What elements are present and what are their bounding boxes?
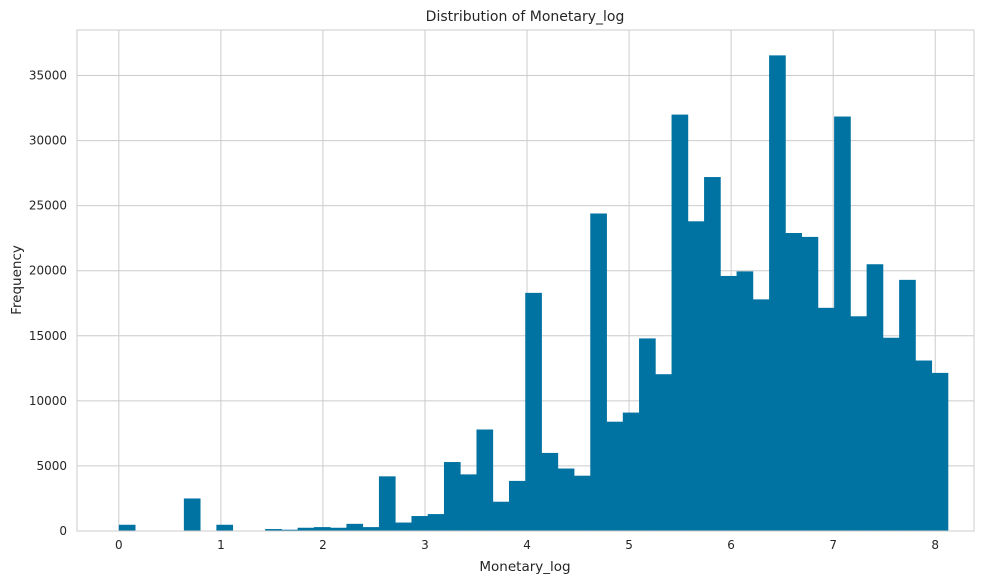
histogram-bar <box>931 372 949 531</box>
histogram-bar <box>118 524 136 531</box>
histogram-bar <box>687 221 705 532</box>
histogram-bar <box>622 412 640 531</box>
histogram-bar <box>216 524 234 531</box>
plot-frame <box>76 29 975 532</box>
histogram-bar <box>850 316 868 531</box>
y-tick-label: 30000 <box>29 134 67 148</box>
histogram-bar <box>330 527 347 531</box>
histogram-bar <box>265 529 282 531</box>
histogram-bar <box>557 468 575 531</box>
histogram-bar <box>541 452 559 531</box>
x-tick-label: 2 <box>319 538 327 552</box>
histogram-bar <box>362 527 380 531</box>
y-tick-label: 20000 <box>29 264 67 278</box>
histogram-bar <box>736 271 754 531</box>
histogram-bar <box>769 55 786 531</box>
y-tick-label: 5000 <box>36 459 67 473</box>
histogram-bar <box>915 360 933 531</box>
y-axis-label: Frequency <box>9 245 25 315</box>
histogram-bar <box>183 498 201 531</box>
histogram-bar <box>508 480 526 531</box>
x-axis-label: Monetary_log <box>479 559 570 575</box>
histogram-bar <box>281 529 299 531</box>
histogram-bar <box>671 114 689 532</box>
histogram-bar <box>476 429 494 531</box>
x-tick-labels: 0 1 2 3 4 5 6 7 8 <box>115 538 939 552</box>
histogram-bar <box>720 275 737 531</box>
histogram-bar <box>704 177 721 531</box>
histogram-bar <box>639 338 656 531</box>
histogram-bar <box>866 264 884 531</box>
histogram-bar <box>801 236 819 531</box>
x-tick-label: 8 <box>931 538 939 552</box>
histogram-bar <box>882 337 900 531</box>
histogram-bar <box>313 527 331 531</box>
histogram-bar <box>574 475 591 531</box>
histogram-bar <box>297 527 315 531</box>
y-tick-labels: 0 5000 10000 15000 20000 25000 30000 35000 <box>29 69 67 538</box>
y-tick-label: 25000 <box>29 199 67 213</box>
chart-title: Distribution of Monetary_log <box>426 9 625 25</box>
histogram-bar <box>395 522 412 531</box>
x-tick-label: 0 <box>115 538 123 552</box>
histogram-bar <box>752 299 770 531</box>
y-tick-label: 35000 <box>29 69 67 83</box>
histogram-bar <box>492 501 510 531</box>
histogram-bar <box>427 514 445 531</box>
histogram-bar <box>525 292 542 531</box>
y-tick-label: 10000 <box>29 394 67 408</box>
histogram-bar <box>785 233 803 531</box>
histogram-bar <box>606 421 624 531</box>
x-tick-label: 7 <box>829 538 837 552</box>
histogram-bar <box>655 374 672 531</box>
histogram-bar <box>378 476 396 531</box>
y-tick-label: 0 <box>59 524 67 538</box>
x-tick-label: 1 <box>217 538 225 552</box>
x-tick-label: 3 <box>421 538 429 552</box>
histogram-bar <box>460 474 477 531</box>
histogram-bar <box>411 516 429 531</box>
x-tick-label: 5 <box>625 538 633 552</box>
histogram-bar <box>817 307 835 531</box>
histogram-bar <box>443 462 461 531</box>
y-tick-label: 15000 <box>29 329 67 343</box>
x-tick-label: 4 <box>523 538 531 552</box>
histogram-bar <box>346 523 364 531</box>
bars <box>118 55 949 532</box>
x-tick-label: 6 <box>727 538 735 552</box>
histogram-bar <box>590 213 607 531</box>
histogram-bar <box>899 279 916 531</box>
histogram-bar <box>834 116 851 531</box>
